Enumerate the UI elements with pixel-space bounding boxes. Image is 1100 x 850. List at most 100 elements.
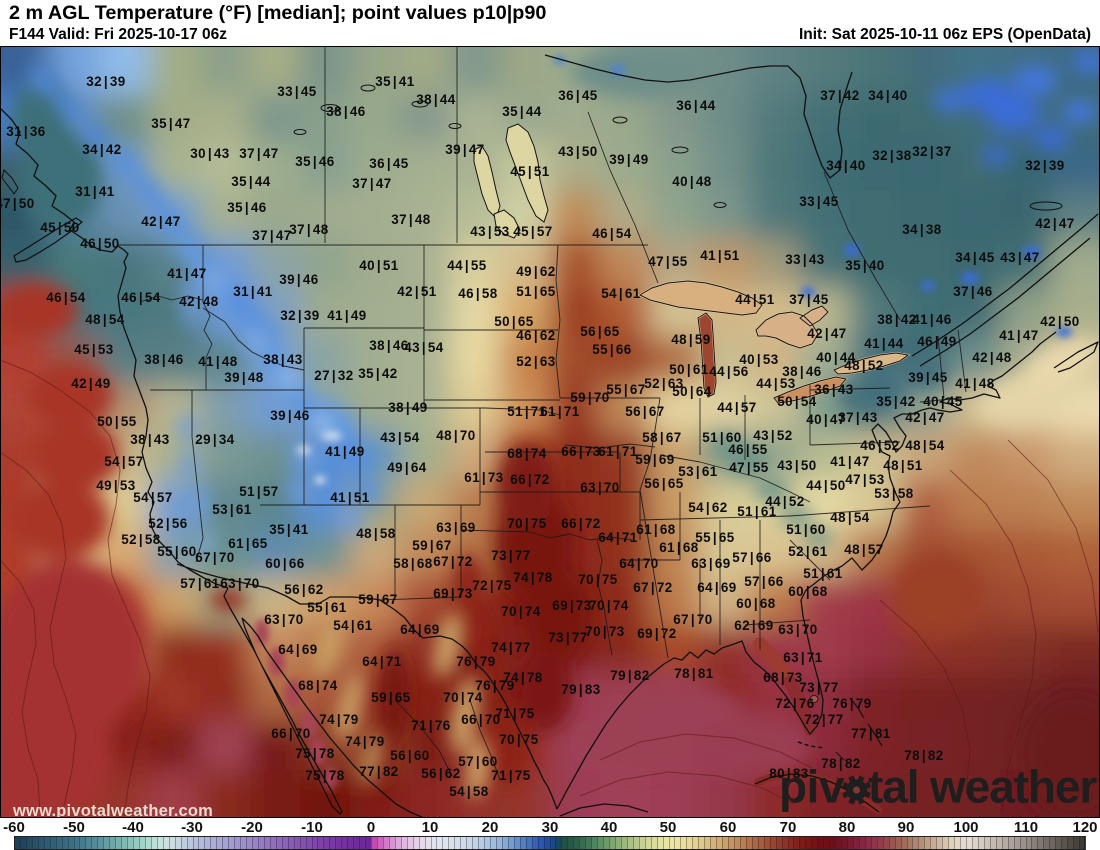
svg-text:35 | 40: 35 | 40	[845, 258, 885, 273]
svg-text:42 | 47: 42 | 47	[905, 410, 945, 425]
svg-text:41 | 44: 41 | 44	[864, 336, 904, 351]
svg-text:57 | 61: 57 | 61	[180, 576, 220, 591]
svg-text:63 | 71: 63 | 71	[783, 650, 823, 665]
svg-text:77 | 82: 77 | 82	[359, 764, 399, 779]
svg-text:33 | 45: 33 | 45	[277, 84, 317, 99]
svg-text:52 | 58: 52 | 58	[121, 532, 161, 547]
svg-text:37 | 47: 37 | 47	[239, 146, 279, 161]
svg-text:60 | 66: 60 | 66	[265, 556, 305, 571]
svg-text:36 | 43: 36 | 43	[814, 382, 854, 397]
svg-text:38 | 43: 38 | 43	[130, 432, 170, 447]
svg-text:40 | 44: 40 | 44	[816, 350, 856, 365]
svg-text:47 | 53: 47 | 53	[845, 472, 885, 487]
svg-text:43 | 50: 43 | 50	[558, 144, 598, 159]
svg-text:62 | 69: 62 | 69	[734, 618, 774, 633]
svg-text:39 | 46: 39 | 46	[279, 272, 319, 287]
svg-text:70 | 75: 70 | 75	[578, 572, 618, 587]
svg-text:74 | 78: 74 | 78	[503, 670, 543, 685]
svg-text:66 | 72: 66 | 72	[561, 516, 601, 531]
svg-text:46 | 50: 46 | 50	[80, 236, 120, 251]
svg-text:53 | 61: 53 | 61	[212, 502, 252, 517]
svg-text:52 | 61: 52 | 61	[788, 544, 828, 559]
svg-text:46 | 55: 46 | 55	[728, 442, 768, 457]
svg-text:38 | 43: 38 | 43	[263, 352, 303, 367]
svg-text:39 | 45: 39 | 45	[908, 370, 948, 385]
svg-text:56 | 60: 56 | 60	[390, 748, 430, 763]
svg-text:48 | 52: 48 | 52	[844, 358, 884, 373]
svg-text:79 | 83: 79 | 83	[561, 682, 601, 697]
svg-text:58 | 67: 58 | 67	[642, 430, 682, 445]
svg-text:67 | 70: 67 | 70	[673, 612, 713, 627]
svg-text:69 | 72: 69 | 72	[637, 626, 677, 641]
svg-text:64 | 69: 64 | 69	[697, 580, 737, 595]
svg-text:35 | 44: 35 | 44	[502, 104, 542, 119]
svg-text:67 | 70: 67 | 70	[195, 550, 235, 565]
svg-text:51 | 61: 51 | 61	[803, 566, 843, 581]
svg-text:42 | 51: 42 | 51	[397, 284, 437, 299]
svg-text:68 | 74: 68 | 74	[507, 446, 547, 461]
svg-text:73 | 77: 73 | 77	[799, 680, 839, 695]
svg-text:31 | 41: 31 | 41	[233, 284, 273, 299]
svg-text:45 | 57: 45 | 57	[513, 224, 553, 239]
svg-text:59 | 70: 59 | 70	[570, 390, 610, 405]
svg-text:68 | 73: 68 | 73	[763, 670, 803, 685]
svg-text:www.pivotalweather.com: www.pivotalweather.com	[12, 802, 213, 818]
svg-text:40 | 51: 40 | 51	[359, 258, 399, 273]
svg-text:59 | 69: 59 | 69	[635, 452, 675, 467]
svg-text:30 | 43: 30 | 43	[190, 146, 230, 161]
svg-text:54 | 61: 54 | 61	[601, 286, 641, 301]
svg-text:41 | 47: 41 | 47	[167, 266, 207, 281]
svg-text:70 | 75: 70 | 75	[499, 732, 539, 747]
svg-text:33 | 43: 33 | 43	[785, 252, 825, 267]
svg-text:35 | 41: 35 | 41	[269, 522, 309, 537]
svg-text:66 | 73: 66 | 73	[561, 444, 601, 459]
svg-text:54 | 62: 54 | 62	[688, 500, 728, 515]
svg-text:75 | 78: 75 | 78	[305, 768, 345, 783]
svg-text:50 | 54: 50 | 54	[777, 394, 817, 409]
svg-text:66 | 72: 66 | 72	[510, 472, 550, 487]
svg-text:42 | 48: 42 | 48	[972, 350, 1012, 365]
svg-text:31 | 41: 31 | 41	[75, 184, 115, 199]
svg-text:34 | 40: 34 | 40	[868, 88, 908, 103]
svg-text:34 | 38: 34 | 38	[902, 222, 942, 237]
svg-text:38 | 46: 38 | 46	[782, 364, 822, 379]
svg-text:41 | 51: 41 | 51	[700, 248, 740, 263]
svg-text:35 | 41: 35 | 41	[375, 74, 415, 89]
svg-text:tal weather: tal weather	[868, 761, 1097, 813]
svg-text:52 | 63: 52 | 63	[516, 354, 556, 369]
svg-text:55 | 67: 55 | 67	[606, 382, 646, 397]
svg-text:46 | 52: 46 | 52	[860, 438, 900, 453]
svg-text:79 | 82: 79 | 82	[610, 668, 650, 683]
svg-text:71 | 75: 71 | 75	[495, 706, 535, 721]
svg-text:67 | 72: 67 | 72	[433, 554, 473, 569]
svg-text:71 | 76: 71 | 76	[411, 718, 451, 733]
svg-text:60 | 68: 60 | 68	[788, 584, 828, 599]
svg-text:52 | 56: 52 | 56	[148, 516, 188, 531]
svg-text:27 | 32: 27 | 32	[314, 368, 354, 383]
svg-text:37 | 46: 37 | 46	[953, 284, 993, 299]
svg-text:47 | 55: 47 | 55	[648, 254, 688, 269]
svg-text:56 | 62: 56 | 62	[284, 582, 324, 597]
svg-text:44 | 52: 44 | 52	[765, 494, 805, 509]
svg-text:78 | 82: 78 | 82	[904, 748, 944, 763]
svg-text:38 | 44: 38 | 44	[416, 92, 456, 107]
svg-text:57 | 60: 57 | 60	[458, 754, 498, 769]
svg-text:42 | 48: 42 | 48	[179, 294, 219, 309]
svg-text:46 | 54: 46 | 54	[121, 290, 161, 305]
svg-text:41 | 46: 41 | 46	[912, 312, 952, 327]
svg-text:51 | 60: 51 | 60	[702, 430, 742, 445]
svg-text:44 | 57: 44 | 57	[717, 400, 757, 415]
svg-text:76 | 79: 76 | 79	[832, 696, 872, 711]
svg-text:37 | 45: 37 | 45	[789, 292, 829, 307]
svg-text:63 | 69: 63 | 69	[691, 556, 731, 571]
svg-text:59 | 67: 59 | 67	[412, 538, 452, 553]
svg-text:43 | 47: 43 | 47	[1000, 250, 1040, 265]
svg-text:52 | 63: 52 | 63	[644, 376, 684, 391]
svg-text:38 | 49: 38 | 49	[388, 400, 428, 415]
svg-text:46 | 49: 46 | 49	[917, 334, 957, 349]
svg-text:56 | 65: 56 | 65	[580, 324, 620, 339]
svg-text:48 | 58: 48 | 58	[356, 526, 396, 541]
svg-text:76 | 79: 76 | 79	[475, 678, 515, 693]
svg-text:41 | 47: 41 | 47	[999, 328, 1039, 343]
svg-text:69 | 73: 69 | 73	[433, 586, 473, 601]
